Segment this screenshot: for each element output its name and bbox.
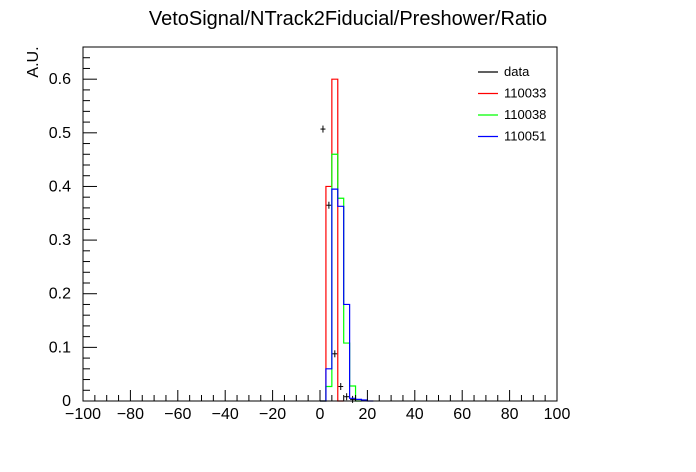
series-step-line: [320, 188, 374, 402]
y-tick-label: 0.1: [49, 339, 71, 356]
legend-label: 110051: [504, 129, 546, 144]
x-tick-label: −20: [259, 406, 286, 423]
legend-item: 110038: [478, 107, 546, 122]
legend: data 110033 110038 110051: [478, 64, 546, 144]
series-step-line: [320, 153, 362, 402]
x-tick-label: 60: [453, 406, 471, 423]
x-axis: −100 −80 −60 −40 −20 0 20 40 60 80 100: [65, 390, 570, 423]
y-axis: 0 0.1 0.2 0.3 0.4 0.5 0.6: [49, 57, 97, 410]
legend-label: 110033: [504, 86, 546, 101]
data-point: [338, 383, 344, 391]
data-point: [326, 201, 332, 209]
x-tick-label: −100: [65, 406, 101, 423]
y-tick-label: 0.6: [49, 71, 71, 88]
data-point: [332, 350, 338, 358]
x-tick-label: 80: [501, 406, 519, 423]
x-tick-label: 40: [406, 406, 424, 423]
x-tick-label: −60: [164, 406, 191, 423]
x-tick-label: −40: [212, 406, 239, 423]
legend-item: 110051: [478, 129, 546, 144]
y-tick-label: 0: [62, 393, 71, 410]
x-tick-label: 100: [544, 406, 571, 423]
data-point: [350, 395, 356, 403]
y-tick-label: 0.2: [49, 286, 71, 303]
data-point: [320, 125, 326, 133]
legend-item: 110033: [478, 86, 546, 101]
legend-label: data: [504, 64, 530, 79]
x-tick-label: −80: [117, 406, 144, 423]
x-tick-label: 0: [316, 406, 325, 423]
x-tick-label: 20: [359, 406, 377, 423]
chart-title: VetoSignal/NTrack2Fiducial/Preshower/Rat…: [149, 8, 547, 30]
legend-label: 110038: [504, 107, 546, 122]
y-axis-label: A.U.: [25, 46, 42, 77]
y-tick-label: 0.3: [49, 232, 71, 249]
series-layer: [320, 78, 374, 403]
series-step-line: [320, 78, 344, 402]
y-tick-label: 0.4: [49, 178, 71, 195]
data-point: [344, 393, 350, 401]
y-tick-label: 0.5: [49, 125, 71, 142]
legend-item: data: [478, 64, 530, 79]
